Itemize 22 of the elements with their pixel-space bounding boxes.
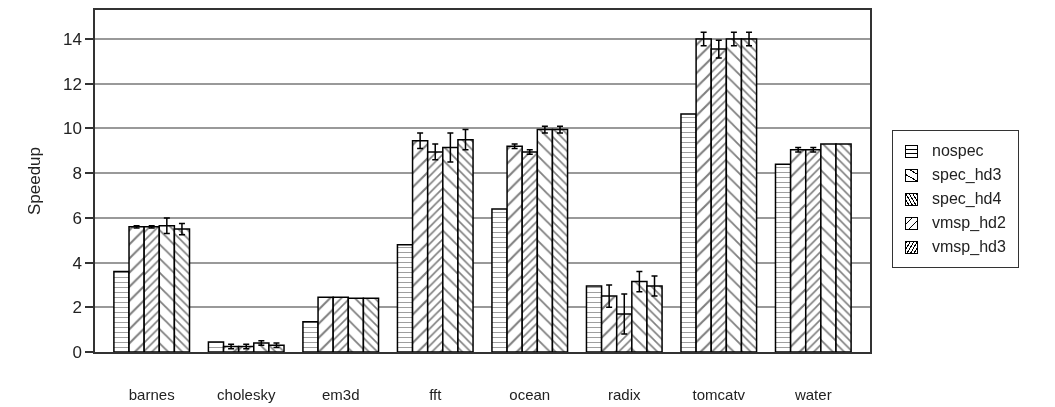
x-tick-label: radix: [608, 385, 642, 403]
x-tick-label: fft: [429, 385, 443, 403]
y-tick-label: 12: [62, 74, 82, 94]
legend-label: spec_hd3: [932, 166, 1002, 184]
x-tick-label: em3d: [321, 385, 360, 403]
y-tick-label: 8: [72, 164, 82, 184]
y-tick-label: 4: [72, 253, 82, 273]
legend-label: nospec: [932, 142, 984, 160]
x-tick-label: tomcatv: [692, 385, 746, 403]
y-tick-label: 14: [62, 30, 82, 50]
x-tick-label: ocean: [509, 385, 551, 403]
y-axis-title: Speedup: [24, 146, 44, 216]
y-tick-label: 0: [72, 342, 82, 362]
y-tick-label: 6: [72, 208, 82, 228]
x-tick-label: water: [793, 385, 832, 403]
x-tick-label: cholesky: [217, 385, 276, 403]
legend-label: spec_hd4: [932, 190, 1002, 208]
legend-label: vmsp_hd3: [932, 238, 1006, 256]
y-tick-label: 2: [72, 298, 82, 318]
y-tick-label: 10: [62, 119, 82, 139]
x-tick-label: barnes: [128, 385, 175, 403]
legend-label: vmsp_hd2: [932, 214, 1006, 232]
